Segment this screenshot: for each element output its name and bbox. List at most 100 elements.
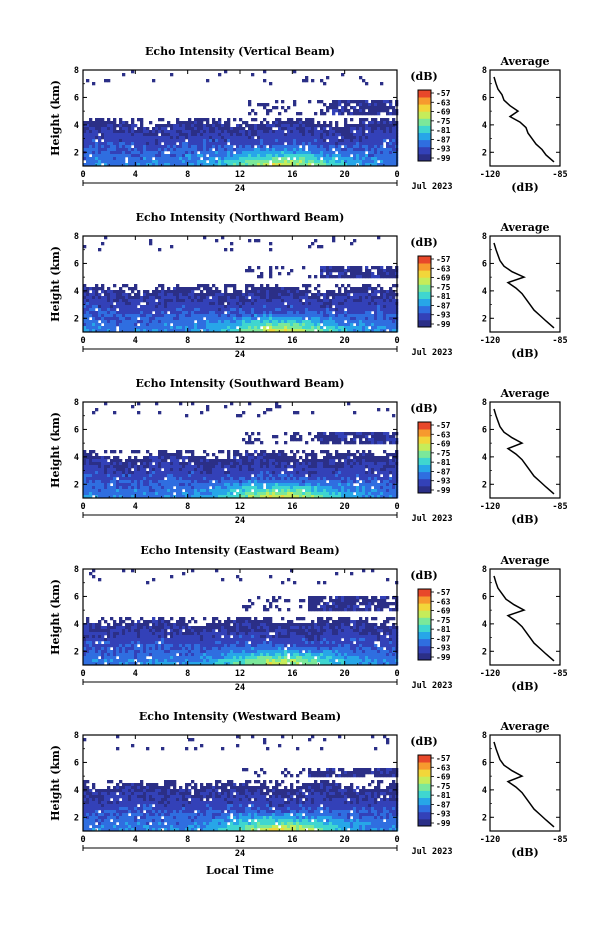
heatmap-cell	[146, 323, 150, 327]
heatmap-cell	[95, 483, 99, 487]
heatmap-cell	[227, 323, 231, 327]
heatmap-cell	[317, 308, 321, 312]
heatmap-cell	[230, 127, 234, 131]
heatmap-cell	[179, 290, 183, 294]
heatmap-cell	[302, 79, 306, 83]
heatmap-cell	[134, 154, 138, 158]
heatmap-cell	[158, 495, 162, 499]
heatmap-cell	[302, 495, 306, 499]
heatmap-cell	[278, 450, 282, 454]
heatmap-cell	[107, 311, 111, 315]
heatmap-cell	[224, 314, 228, 318]
heatmap-cell	[203, 486, 207, 490]
heatmap-cell	[137, 160, 141, 164]
heatmap-cell	[230, 495, 234, 499]
heatmap-cell	[341, 275, 345, 279]
heatmap-cell	[140, 465, 144, 469]
heatmap-cell	[239, 329, 243, 333]
heatmap-cell	[305, 311, 309, 315]
heatmap-cell	[164, 483, 168, 487]
heatmap-cell	[392, 296, 396, 300]
heatmap-cell	[212, 465, 216, 469]
heatmap-cell	[326, 296, 330, 300]
heatmap-cell	[164, 130, 168, 134]
heatmap-cell	[347, 154, 351, 158]
heatmap-cell	[83, 124, 87, 128]
heatmap-cell	[365, 163, 369, 167]
heatmap-cell	[158, 296, 162, 300]
heatmap-cell	[155, 495, 159, 499]
heatmap-cell	[284, 483, 288, 487]
heatmap-cell	[338, 296, 342, 300]
heatmap-cell	[242, 293, 246, 297]
heatmap-cell	[320, 124, 324, 128]
heatmap-cell	[323, 308, 327, 312]
heatmap-cell	[158, 118, 162, 122]
avg-y-tick-label: 8	[482, 232, 487, 242]
heatmap-cell	[167, 305, 171, 309]
heatmap-cell	[290, 287, 294, 291]
heatmap-cell	[320, 486, 324, 490]
heatmap-cell	[200, 326, 204, 330]
heatmap-cell	[311, 308, 315, 312]
heatmap-cell	[125, 465, 129, 469]
heatmap-cell	[383, 326, 387, 330]
heatmap-cell	[227, 483, 231, 487]
heatmap-cell	[281, 483, 285, 487]
heatmap-cell	[242, 438, 246, 442]
heatmap-cell	[218, 468, 222, 472]
day-label: 24	[235, 350, 245, 360]
x-tick-label: 12	[235, 336, 245, 346]
heatmap-cell	[251, 323, 255, 327]
colorbar-segment	[418, 284, 431, 292]
heatmap-cell	[218, 489, 222, 493]
heatmap-cell	[233, 495, 237, 499]
heatmap-cell	[167, 287, 171, 291]
heatmap-cell	[131, 133, 135, 137]
heatmap-cell	[101, 296, 105, 300]
heatmap-cell	[155, 489, 159, 493]
heatmap-cell	[314, 145, 318, 149]
heatmap-cell	[167, 326, 171, 330]
heatmap-cell	[104, 302, 108, 306]
heatmap-cell	[254, 311, 258, 315]
heatmap-cell	[131, 465, 135, 469]
heatmap-cell	[287, 272, 291, 276]
heatmap-cell	[335, 486, 339, 490]
heatmap-cell	[257, 160, 261, 164]
heatmap-cell	[83, 456, 87, 460]
heatmap-cell	[248, 456, 252, 460]
heatmap-cell	[98, 311, 102, 315]
heatmap-cell	[185, 308, 189, 312]
heatmap-cell	[116, 151, 120, 155]
heatmap-cell	[314, 495, 318, 499]
heatmap-cell	[128, 148, 132, 152]
heatmap-cell	[161, 305, 165, 309]
heatmap-cell	[248, 459, 252, 463]
heatmap-cell	[320, 465, 324, 469]
heatmap-cell	[266, 157, 270, 161]
heatmap-cell	[194, 459, 198, 463]
heatmap-cell	[134, 456, 138, 460]
heatmap-cell	[98, 127, 102, 131]
heatmap-cell	[164, 148, 168, 152]
heatmap-cell	[176, 139, 180, 143]
heatmap-cell	[299, 320, 303, 324]
heatmap-cell	[248, 142, 252, 146]
heatmap-cell	[329, 302, 333, 306]
heatmap-cell	[359, 163, 363, 167]
heatmap-cell	[302, 266, 306, 270]
heatmap-cell	[275, 329, 279, 333]
heatmap-cell	[89, 124, 93, 128]
heatmap-cell	[347, 471, 351, 475]
heatmap-cell	[92, 136, 96, 140]
heatmap-cell	[206, 326, 210, 330]
heatmap-cell	[125, 124, 129, 128]
heatmap-cell	[86, 477, 90, 481]
heatmap-cell	[200, 305, 204, 309]
heatmap-cell	[377, 317, 381, 321]
heatmap-cell	[320, 275, 324, 279]
heatmap-cell	[239, 136, 243, 140]
heatmap-cell	[110, 296, 114, 300]
heatmap-cell	[221, 471, 225, 475]
